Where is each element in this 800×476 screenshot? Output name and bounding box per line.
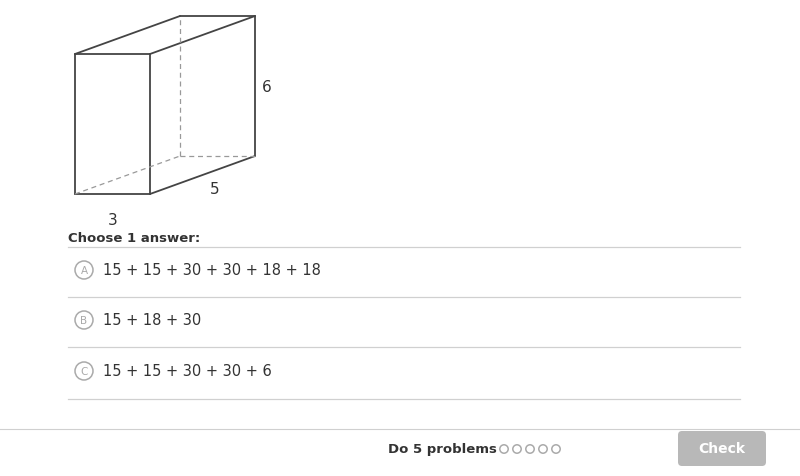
- Text: A: A: [81, 266, 87, 276]
- FancyBboxPatch shape: [678, 431, 766, 466]
- Text: 3: 3: [108, 213, 118, 228]
- Circle shape: [500, 445, 508, 453]
- Text: 5: 5: [210, 182, 219, 197]
- Text: Do 5 problems: Do 5 problems: [388, 443, 497, 456]
- Circle shape: [539, 445, 547, 453]
- Text: B: B: [81, 315, 87, 325]
- Text: 15 + 15 + 30 + 30 + 18 + 18: 15 + 15 + 30 + 30 + 18 + 18: [103, 263, 321, 278]
- Text: 15 + 15 + 30 + 30 + 6: 15 + 15 + 30 + 30 + 6: [103, 364, 272, 379]
- Text: Choose 1 answer:: Choose 1 answer:: [68, 231, 200, 245]
- Circle shape: [552, 445, 560, 453]
- Text: 15 + 18 + 30: 15 + 18 + 30: [103, 313, 202, 328]
- Circle shape: [526, 445, 534, 453]
- Text: C: C: [80, 366, 88, 376]
- Circle shape: [513, 445, 522, 453]
- Text: 6: 6: [262, 79, 272, 94]
- Text: Check: Check: [698, 442, 746, 456]
